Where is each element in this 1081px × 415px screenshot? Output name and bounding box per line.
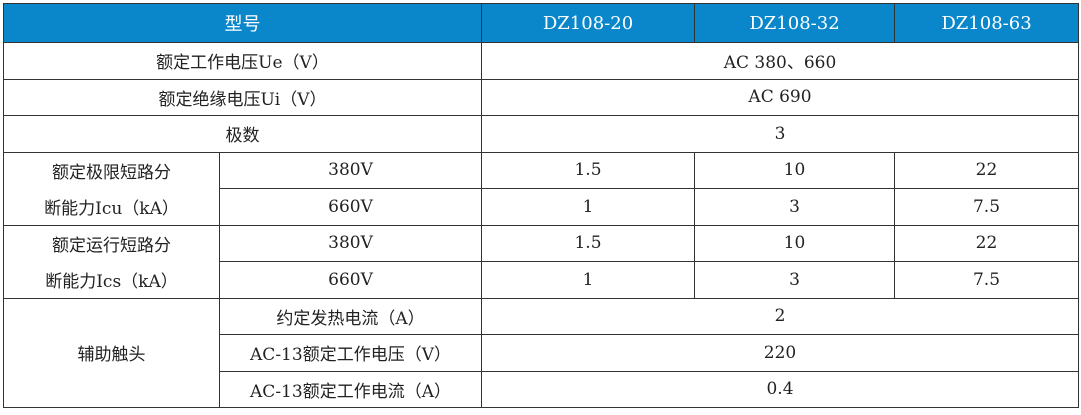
aux-value: 0.4 bbox=[481, 370, 1079, 408]
value-cell: 10 bbox=[694, 224, 895, 262]
value-cell: 3 bbox=[694, 188, 895, 226]
aux-sub-label: 约定发热电流（A） bbox=[219, 297, 482, 335]
icu-label-line1: 额定极限短路分 bbox=[3, 151, 220, 189]
value-cell: 22 bbox=[894, 151, 1079, 189]
value-cell: 1.5 bbox=[481, 224, 695, 262]
table-row: 额定极限短路分 380V 1.5 10 22 bbox=[3, 151, 1079, 189]
row-value: 3 bbox=[481, 115, 1079, 153]
header-row: 型号 DZ108-20 DZ108-32 DZ108-63 bbox=[3, 3, 1079, 43]
voltage-cell: 380V bbox=[219, 224, 482, 262]
spec-table: 型号 DZ108-20 DZ108-32 DZ108-63 额定工作电压Ue（V… bbox=[3, 3, 1079, 408]
value-cell: 3 bbox=[694, 261, 895, 299]
row-label: 额定绝缘电压Ui（V） bbox=[3, 78, 482, 116]
voltage-cell: 380V bbox=[219, 151, 482, 189]
row-value: AC 690 bbox=[481, 78, 1079, 116]
aux-value: 2 bbox=[481, 297, 1079, 335]
model-dz108-63: DZ108-63 bbox=[894, 3, 1079, 43]
aux-label: 辅助触头 bbox=[3, 297, 220, 408]
ics-label-line2: 断能力Ics（kA） bbox=[3, 261, 220, 299]
table-row: 断能力Icu（kA） 660V 1 3 7.5 bbox=[3, 188, 1079, 226]
row-label: 额定工作电压Ue（V） bbox=[3, 42, 482, 80]
value-cell: 10 bbox=[694, 151, 895, 189]
value-cell: 1.5 bbox=[481, 151, 695, 189]
icu-label-line2: 断能力Icu（kA） bbox=[3, 188, 220, 226]
table-row: AC-13额定工作电压（V） 220 bbox=[4, 334, 1079, 372]
row-label: 极数 bbox=[3, 115, 482, 153]
value-cell: 22 bbox=[894, 224, 1079, 262]
voltage-cell: 660V bbox=[219, 188, 482, 226]
model-dz108-20: DZ108-20 bbox=[481, 3, 695, 43]
aux-sub-label: AC-13额定工作电流（A） bbox=[219, 370, 482, 408]
voltage-cell: 660V bbox=[219, 261, 482, 299]
ics-label-line1: 额定运行短路分 bbox=[3, 224, 220, 262]
value-cell: 7.5 bbox=[894, 261, 1079, 299]
table-row: 极数 3 bbox=[3, 115, 1079, 153]
table-row: 额定运行短路分 380V 1.5 10 22 bbox=[3, 224, 1079, 262]
row-value: AC 380、660 bbox=[481, 42, 1079, 80]
model-dz108-32: DZ108-32 bbox=[694, 3, 895, 43]
table-row: AC-13额定工作电流（A） 0.4 bbox=[4, 370, 1079, 408]
table-row: 辅助触头 约定发热电流（A） 2 bbox=[3, 297, 1079, 408]
aux-value: 220 bbox=[481, 334, 1079, 372]
value-cell: 1 bbox=[481, 261, 695, 299]
model-label: 型号 bbox=[3, 3, 482, 43]
table-row: 额定绝缘电压Ui（V） AC 690 bbox=[3, 78, 1079, 116]
value-cell: 1 bbox=[481, 188, 695, 226]
table-row: 断能力Ics（kA） 660V 1 3 7.5 bbox=[3, 261, 1079, 299]
value-cell: 7.5 bbox=[894, 188, 1079, 226]
aux-sub-label: AC-13额定工作电压（V） bbox=[219, 334, 482, 372]
table-row: 额定工作电压Ue（V） AC 380、660 bbox=[3, 42, 1079, 80]
